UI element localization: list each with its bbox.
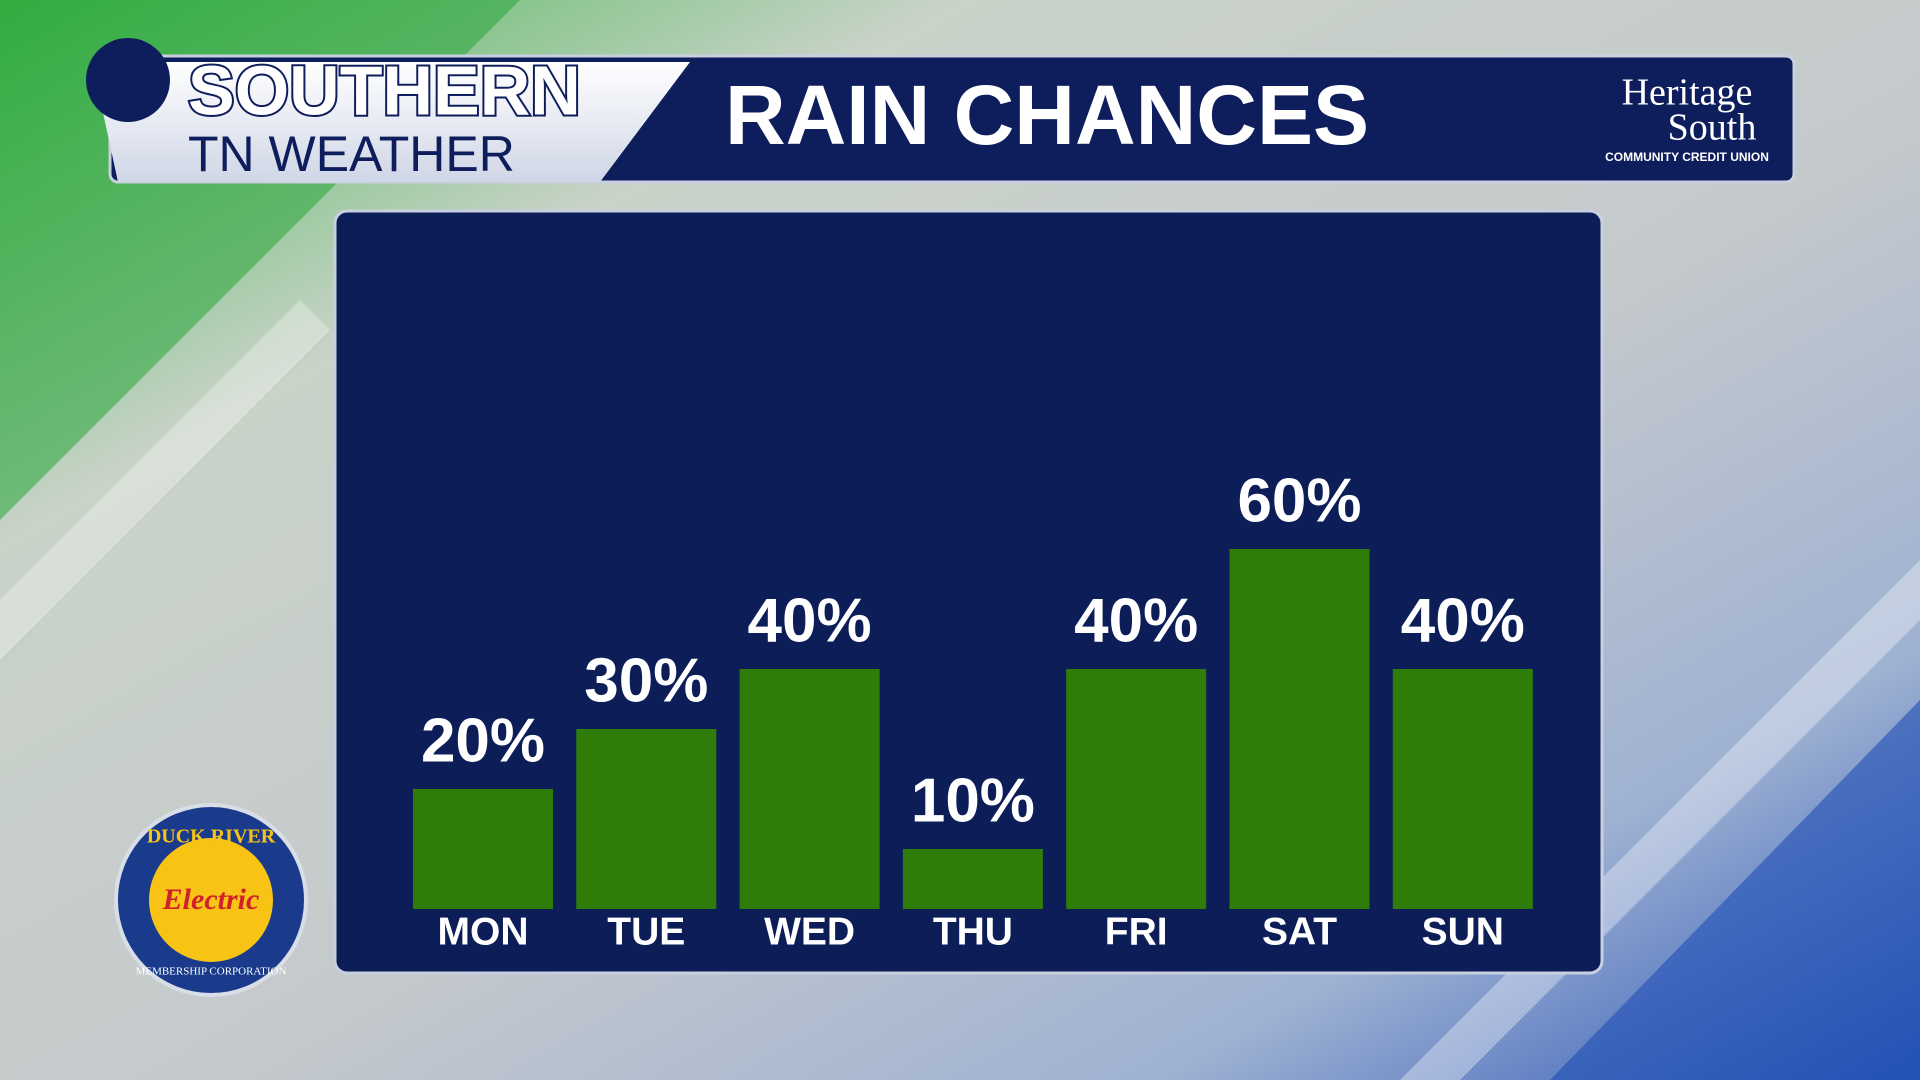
value-label: 30% xyxy=(584,646,708,715)
x-tick-label: SUN xyxy=(1422,910,1504,953)
sponsor-duck-middle: Electric xyxy=(162,883,260,916)
bar xyxy=(902,849,1043,909)
value-label: 60% xyxy=(1237,466,1361,535)
sponsor-duck-bottom: MEMBERSHIP CORPORATION xyxy=(136,966,287,978)
bar xyxy=(1066,669,1207,909)
sponsor-heritage: Heritage xyxy=(1622,72,1753,114)
bar xyxy=(1229,549,1370,909)
brand-star-badge xyxy=(86,38,170,122)
brand-bottom: TN WEATHER xyxy=(188,126,515,182)
x-tick-label: WED xyxy=(764,910,855,953)
x-tick-label: SAT xyxy=(1262,910,1337,953)
value-label: 40% xyxy=(1074,586,1198,655)
value-label: 20% xyxy=(421,706,545,775)
sponsor-heritage: South xyxy=(1668,107,1757,149)
value-label: 40% xyxy=(1401,586,1525,655)
brand-panel xyxy=(92,62,690,182)
sponsor-tagline: COMMUNITY CREDIT UNION xyxy=(1605,150,1769,164)
x-tick-label: TUE xyxy=(607,910,685,953)
bar xyxy=(576,729,717,909)
x-tick-label: MON xyxy=(438,910,529,953)
x-tick-label: FRI xyxy=(1105,910,1168,953)
background-shape xyxy=(1550,700,1920,1080)
sponsor-duck-top: DUCK RIVER xyxy=(147,826,276,848)
bar xyxy=(1392,669,1533,909)
value-label: 40% xyxy=(748,586,872,655)
brand-top: SOUTHERN xyxy=(188,51,581,129)
background-shape xyxy=(0,300,330,660)
bar xyxy=(413,789,553,909)
chart-title: RAIN CHANCES xyxy=(725,68,1369,162)
bar xyxy=(739,669,880,909)
sponsor-logo-inner xyxy=(149,838,273,962)
value-label: 10% xyxy=(911,766,1035,835)
x-tick-label: THU xyxy=(933,910,1013,953)
